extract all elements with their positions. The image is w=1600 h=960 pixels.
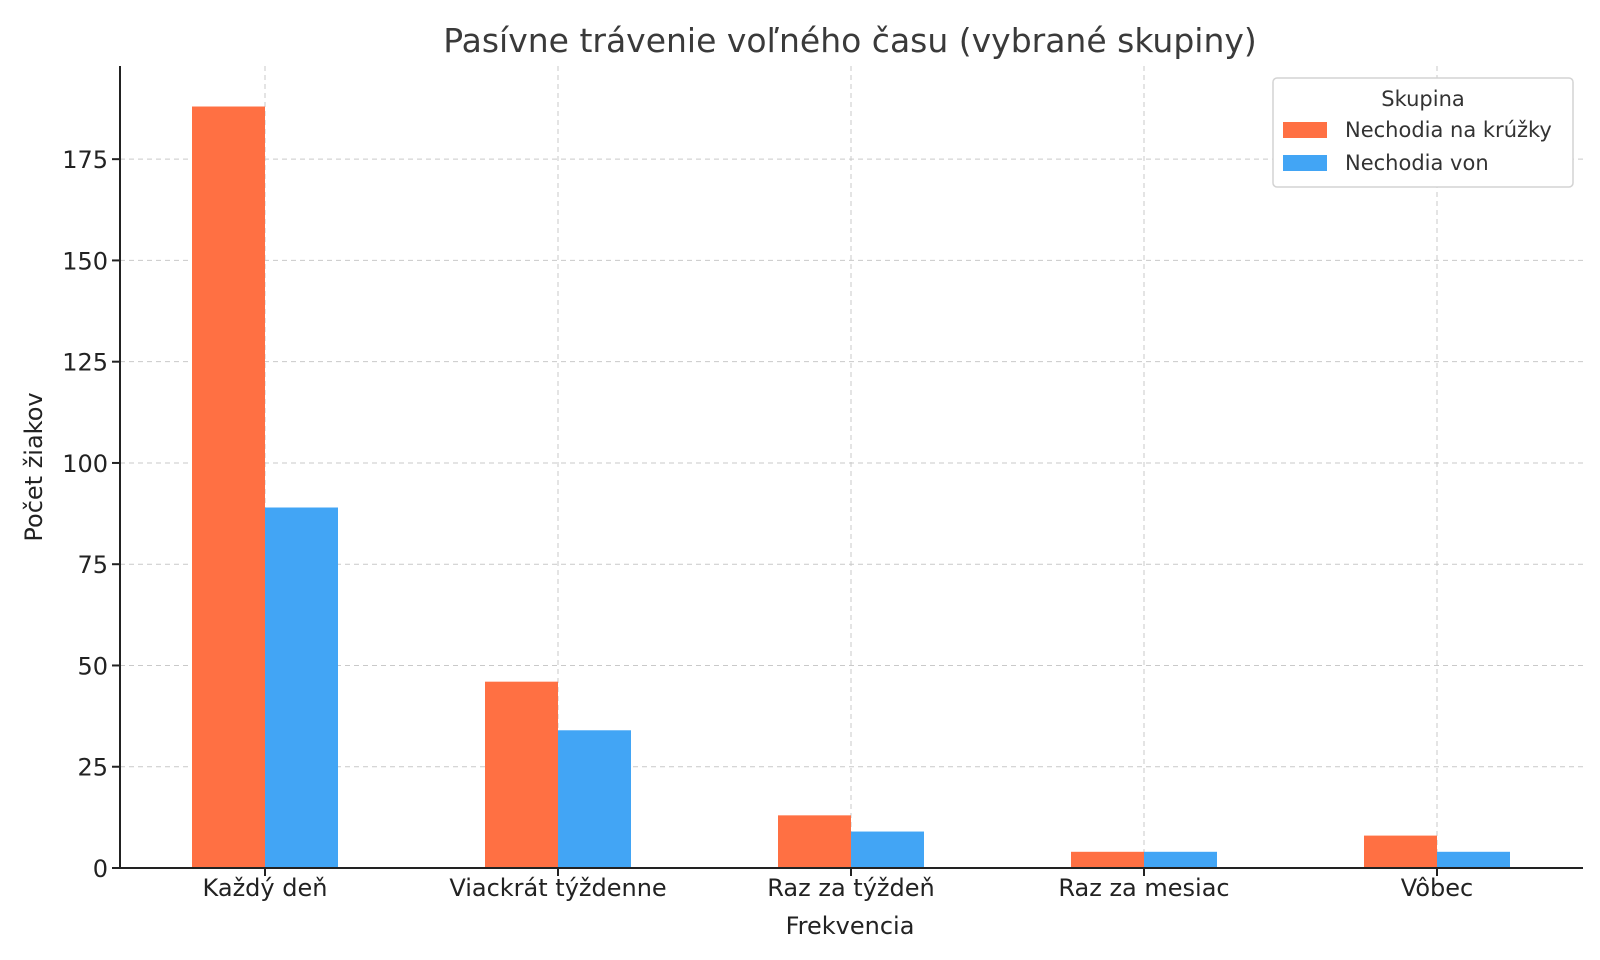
bar-nechodia-na-kruzky-2 xyxy=(778,815,851,868)
bar-nechodia-von-1 xyxy=(558,730,631,868)
bar-nechodia-von-2 xyxy=(851,831,924,868)
y-tick-label: 25 xyxy=(77,754,108,782)
x-axis-label: Frekvencia xyxy=(786,912,915,940)
bar-nechodia-von-4 xyxy=(1437,851,1510,868)
bar-nechodia-von-0 xyxy=(265,507,338,868)
bars xyxy=(192,106,1510,868)
grid xyxy=(120,66,1583,868)
legend-swatch-nechodia-na-kruzky xyxy=(1283,122,1327,138)
bar-nechodia-na-kruzky-4 xyxy=(1364,835,1437,868)
legend-title: Skupina xyxy=(1381,87,1465,111)
bar-nechodia-na-kruzky-0 xyxy=(192,106,265,868)
y-axis-label: Počet žiakov xyxy=(20,392,48,541)
legend-items: Nechodia na krúžky Nechodia von xyxy=(1283,118,1552,175)
x-tick-label: Každý deň xyxy=(203,874,328,902)
legend-swatch-nechodia-von xyxy=(1283,155,1327,171)
bar-nechodia-von-3 xyxy=(1144,851,1217,868)
x-tick-label: Raz za týždeň xyxy=(767,874,934,902)
legend-label-nechodia-von: Nechodia von xyxy=(1345,151,1489,175)
y-tick-label: 50 xyxy=(77,652,108,680)
ticks: 0 25 50 75 100 125 150 175 Každý deň Viackrát týž… xyxy=(62,146,1473,902)
x-tick-label: Raz za mesiac xyxy=(1058,874,1229,902)
bar-nechodia-na-kruzky-3 xyxy=(1071,851,1144,868)
y-tick-label: 0 xyxy=(93,855,108,883)
chart-title: Pasívne trávenie voľného času (vybrané s… xyxy=(443,21,1257,60)
bar-nechodia-na-kruzky-1 xyxy=(485,681,558,868)
y-tick-label: 75 xyxy=(77,551,108,579)
legend-label-nechodia-na-kruzky: Nechodia na krúžky xyxy=(1345,118,1552,142)
y-tick-label: 100 xyxy=(62,450,108,478)
legend: Skupina Nechodia na krúžky Nechodia von xyxy=(1272,77,1574,188)
y-tick-label: 175 xyxy=(62,146,108,174)
y-tick-label: 150 xyxy=(62,247,108,275)
legend-box xyxy=(1272,77,1574,188)
y-tick-label: 125 xyxy=(62,349,108,377)
x-tick-label: Vôbec xyxy=(1401,874,1473,902)
x-tick-label: Viackrát týždenne xyxy=(449,874,666,902)
